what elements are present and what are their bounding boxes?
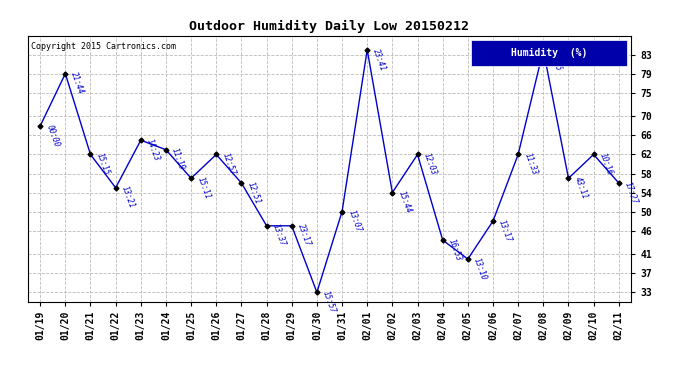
FancyBboxPatch shape <box>471 40 627 66</box>
Text: Humidity  (%): Humidity (%) <box>511 48 587 58</box>
Text: 12:51: 12:51 <box>246 180 262 205</box>
Text: 23:41: 23:41 <box>371 47 388 72</box>
Text: 17:27: 17:27 <box>623 180 640 205</box>
Text: 12:57: 12:57 <box>220 152 237 177</box>
Text: 15:11: 15:11 <box>195 176 212 200</box>
Text: 13:17: 13:17 <box>497 218 513 243</box>
Text: 13:37: 13:37 <box>270 223 287 248</box>
Text: 11:33: 11:33 <box>522 152 539 177</box>
Text: 15:44: 15:44 <box>397 190 413 214</box>
Text: 11:19: 11:19 <box>170 147 186 172</box>
Text: 00:00: 00:00 <box>44 123 61 148</box>
Text: 13:10: 13:10 <box>472 256 489 281</box>
Title: Outdoor Humidity Daily Low 20150212: Outdoor Humidity Daily Low 20150212 <box>190 20 469 33</box>
Text: 23:17: 23:17 <box>296 223 313 248</box>
Text: 21:44: 21:44 <box>70 71 86 96</box>
Text: 21:55: 21:55 <box>547 47 564 72</box>
Text: Copyright 2015 Cartronics.com: Copyright 2015 Cartronics.com <box>30 42 176 51</box>
Text: 14:23: 14:23 <box>145 138 161 162</box>
Text: 15:57: 15:57 <box>321 290 337 314</box>
Text: 13:07: 13:07 <box>346 209 362 234</box>
Text: 13:21: 13:21 <box>120 185 136 210</box>
Text: 10:16: 10:16 <box>598 152 614 177</box>
Text: 15:15: 15:15 <box>95 152 111 177</box>
Text: 16:53: 16:53 <box>447 237 463 262</box>
Text: 12:03: 12:03 <box>422 152 438 177</box>
Text: 43:11: 43:11 <box>573 176 589 200</box>
